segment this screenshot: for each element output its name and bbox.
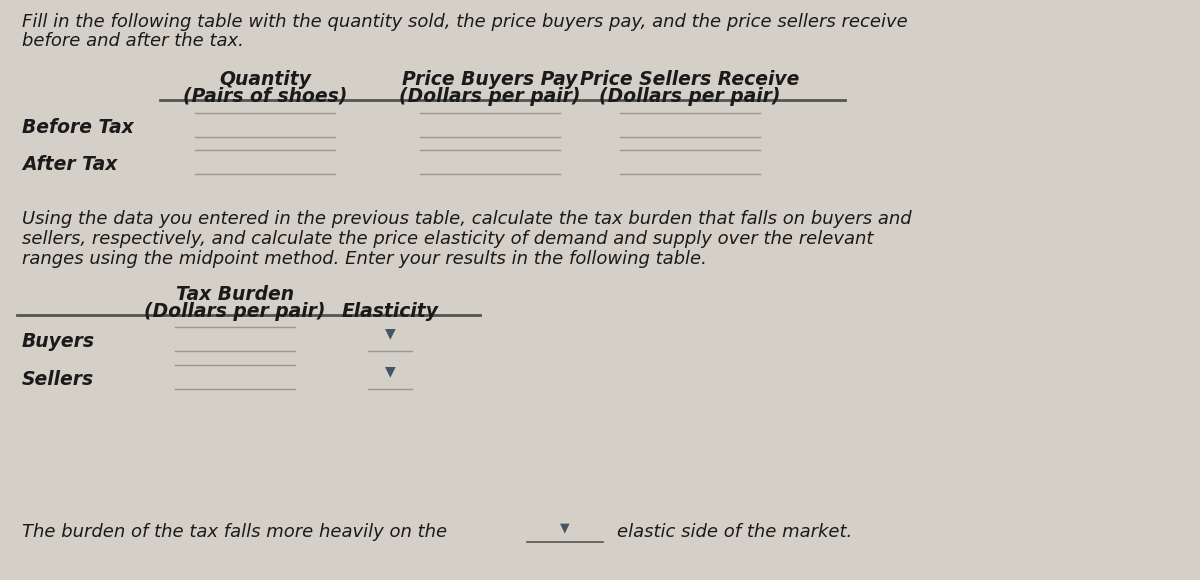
Text: Fill in the following table with the quantity sold, the price buyers pay, and th: Fill in the following table with the qua…: [22, 13, 907, 31]
Text: After Tax: After Tax: [22, 155, 118, 174]
Text: Quantity: Quantity: [220, 70, 311, 89]
Text: ▼: ▼: [385, 326, 395, 340]
Text: Elasticity: Elasticity: [342, 302, 438, 321]
Text: Before Tax: Before Tax: [22, 118, 133, 137]
Text: (Dollars per pair): (Dollars per pair): [400, 87, 581, 106]
Text: Price Buyers Pay: Price Buyers Pay: [402, 70, 577, 89]
Text: The burden of the tax falls more heavily on the: The burden of the tax falls more heavily…: [22, 523, 448, 541]
Text: Using the data you entered in the previous table, calculate the tax burden that : Using the data you entered in the previo…: [22, 210, 912, 228]
Text: Buyers: Buyers: [22, 332, 95, 351]
Text: ranges using the midpoint method. Enter your results in the following table.: ranges using the midpoint method. Enter …: [22, 250, 707, 268]
Text: sellers, respectively, and calculate the price elasticity of demand and supply o: sellers, respectively, and calculate the…: [22, 230, 874, 248]
Text: elastic side of the market.: elastic side of the market.: [617, 523, 852, 541]
Text: Sellers: Sellers: [22, 370, 94, 389]
Text: ▼: ▼: [560, 521, 570, 535]
Text: before and after the tax.: before and after the tax.: [22, 32, 244, 50]
Text: (Dollars per pair): (Dollars per pair): [599, 87, 781, 106]
Text: Tax Burden: Tax Burden: [176, 285, 294, 304]
Text: (Dollars per pair): (Dollars per pair): [144, 302, 325, 321]
Text: Price Sellers Receive: Price Sellers Receive: [581, 70, 799, 89]
Text: ▼: ▼: [385, 364, 395, 378]
Text: (Pairs of shoes): (Pairs of shoes): [182, 87, 347, 106]
